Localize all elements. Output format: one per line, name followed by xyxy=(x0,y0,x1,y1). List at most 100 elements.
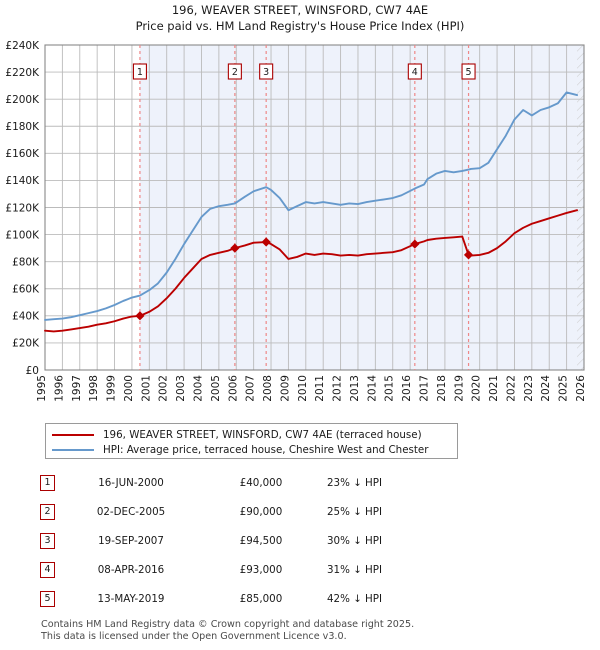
x-axis-tick-label: 2008 xyxy=(262,375,274,402)
transaction-hpi-delta: 42% ↓ HPI xyxy=(327,592,383,605)
transaction-date: 16-JUN-2000 xyxy=(98,476,164,489)
x-axis-tick-label: 2025 xyxy=(558,375,570,402)
table-row: 2 02-DEC-2005 £90,000 25% ↓ HPI xyxy=(40,497,510,526)
transaction-marker-point xyxy=(135,311,145,321)
transaction-marker-point xyxy=(261,237,271,247)
property-series-line xyxy=(44,209,578,333)
transaction-price: £93,000 xyxy=(239,563,283,576)
y-axis-tick-label: £80K xyxy=(12,256,40,268)
x-axis-tick-label: 1999 xyxy=(106,375,118,402)
legend-item-property: 196, WEAVER STREET, WINSFORD, CW7 4AE (t… xyxy=(52,427,451,442)
x-axis-tick-label: 2020 xyxy=(471,375,483,402)
footer-line-1: Contains HM Land Registry data © Crown c… xyxy=(41,619,415,630)
x-axis-tick-label: 2016 xyxy=(401,375,413,402)
y-axis-tick-label: £0 xyxy=(26,365,39,377)
table-row: 4 08-APR-2016 £93,000 31% ↓ HPI xyxy=(40,555,510,584)
x-axis-tick-label: 2013 xyxy=(349,375,361,402)
y-axis-tick-label: £140K xyxy=(5,175,40,187)
legend-label-hpi: HPI: Average price, terraced house, Ches… xyxy=(103,443,429,456)
x-axis-tick-label: 2009 xyxy=(279,375,291,402)
y-axis-tick-label: £40K xyxy=(12,311,40,323)
x-axis-tick-label: 2001 xyxy=(140,375,152,402)
x-axis-tick-label: 2026 xyxy=(575,375,587,402)
price-history-chart: £0 £20K £40K £60K £80K £100K £120K £140K £160K £1… xyxy=(5,40,587,402)
no-data-region xyxy=(577,45,584,370)
legend-swatch-hpi xyxy=(52,448,94,451)
x-axis-tick-label: 2018 xyxy=(436,375,448,402)
transaction-hpi-delta: 30% ↓ HPI xyxy=(327,534,383,547)
transaction-marker-point xyxy=(230,243,240,253)
transaction-index-badge: 5 xyxy=(40,590,55,607)
hpi-series-line xyxy=(44,91,578,321)
x-axis-tick-label: 2006 xyxy=(227,375,239,402)
y-axis-tick-label: £240K xyxy=(5,40,40,52)
x-axis-tick-label: 2014 xyxy=(366,375,378,402)
x-axis-tick-label: 2024 xyxy=(540,375,552,402)
x-axis-tick-label: 2000 xyxy=(123,375,135,402)
transaction-marker-point xyxy=(410,239,420,249)
x-axis-tick-label: 2021 xyxy=(488,375,500,402)
x-axis-tick-label: 2002 xyxy=(158,375,170,402)
y-axis-tick-label: £100K xyxy=(5,229,40,241)
x-axis-tick-label: 2005 xyxy=(210,375,222,402)
x-axis-tick-label: 2004 xyxy=(192,375,204,402)
title-line-1: 196, WEAVER STREET, WINSFORD, CW7 4AE xyxy=(171,3,429,17)
x-axis-tick-label: 2017 xyxy=(419,375,431,402)
legend-item-hpi: HPI: Average price, terraced house, Ches… xyxy=(52,442,451,457)
x-axis-tick-label: 1995 xyxy=(36,375,48,402)
y-axis-tick-label: £200K xyxy=(5,94,40,106)
x-axis-tick-label: 1996 xyxy=(53,375,65,402)
footer-attribution: Contains HM Land Registry data © Crown c… xyxy=(41,619,561,642)
y-axis-tick-label: £60K xyxy=(12,284,40,296)
transaction-marker-point xyxy=(463,250,474,260)
x-axis-tick-label: 2012 xyxy=(332,375,344,402)
x-axis-tick-label: 2007 xyxy=(245,375,257,402)
transaction-date: 02-DEC-2005 xyxy=(96,505,166,518)
y-axis-tick-label: £160K xyxy=(5,148,40,160)
x-axis-tick-label: 2011 xyxy=(314,375,326,402)
y-axis-tick-label: £20K xyxy=(12,338,40,350)
marker-box-label: 4 xyxy=(412,67,418,78)
x-axis-tick-label: 2019 xyxy=(453,375,465,402)
x-axis-tick-label: 1997 xyxy=(71,375,83,402)
transaction-index-badge: 4 xyxy=(40,561,55,578)
table-row: 5 13-MAY-2019 £85,000 42% ↓ HPI xyxy=(40,584,510,613)
footer-line-2: This data is licensed under the Open Gov… xyxy=(41,630,347,642)
x-axis-tick-label: 2015 xyxy=(384,375,396,402)
transaction-price: £90,000 xyxy=(239,505,283,518)
marker-box-5 xyxy=(461,63,476,80)
transaction-hpi-delta: 25% ↓ HPI xyxy=(327,505,383,518)
marker-box-label: 1 xyxy=(137,67,143,78)
x-axis-tick-label: 2003 xyxy=(175,375,187,402)
transaction-date: 19-SEP-2007 xyxy=(98,534,164,547)
transaction-price: £85,000 xyxy=(239,592,283,605)
y-axis-tick-label: £120K xyxy=(5,202,40,214)
marker-box-4 xyxy=(407,63,422,80)
transaction-index-badge: 3 xyxy=(40,532,55,549)
transaction-price: £94,500 xyxy=(239,534,283,547)
title-line-2: Price paid vs. HM Land Registry's House … xyxy=(135,19,465,33)
marker-box-3 xyxy=(259,63,274,80)
transaction-date: 08-APR-2016 xyxy=(97,563,165,576)
transaction-index-badge: 1 xyxy=(40,474,55,491)
marker-box-2 xyxy=(227,63,242,80)
transaction-index-badge: 2 xyxy=(40,503,55,520)
y-axis-tick-label: £180K xyxy=(5,121,40,133)
marker-box-label: 3 xyxy=(263,67,269,78)
legend-label-property: 196, WEAVER STREET, WINSFORD, CW7 4AE (t… xyxy=(103,428,422,441)
x-axis-tick-label: 2023 xyxy=(523,375,535,402)
x-axis-tick-label: 2022 xyxy=(505,375,517,402)
transaction-hpi-delta: 23% ↓ HPI xyxy=(327,476,383,489)
transactions-table: 1 16-JUN-2000 £40,000 23% ↓ HPI 2 02-DEC-2005… xyxy=(40,468,510,613)
transaction-hpi-delta: 31% ↓ HPI xyxy=(327,563,383,576)
transaction-date: 13-MAY-2019 xyxy=(97,592,165,605)
y-axis-tick-label: £220K xyxy=(5,67,40,79)
x-axis-tick-label: 1998 xyxy=(88,375,100,402)
chart-legend: 196, WEAVER STREET, WINSFORD, CW7 4AE (t… xyxy=(45,423,458,459)
plot-frame xyxy=(44,44,585,371)
marker-box-label: 5 xyxy=(466,67,472,78)
page-title: 196, WEAVER STREET, WINSFORD, CW7 4AE Pr… xyxy=(0,2,600,34)
transaction-price: £40,000 xyxy=(239,476,283,489)
legend-swatch-property xyxy=(52,433,94,436)
table-row: 1 16-JUN-2000 £40,000 23% ↓ HPI xyxy=(40,468,510,497)
